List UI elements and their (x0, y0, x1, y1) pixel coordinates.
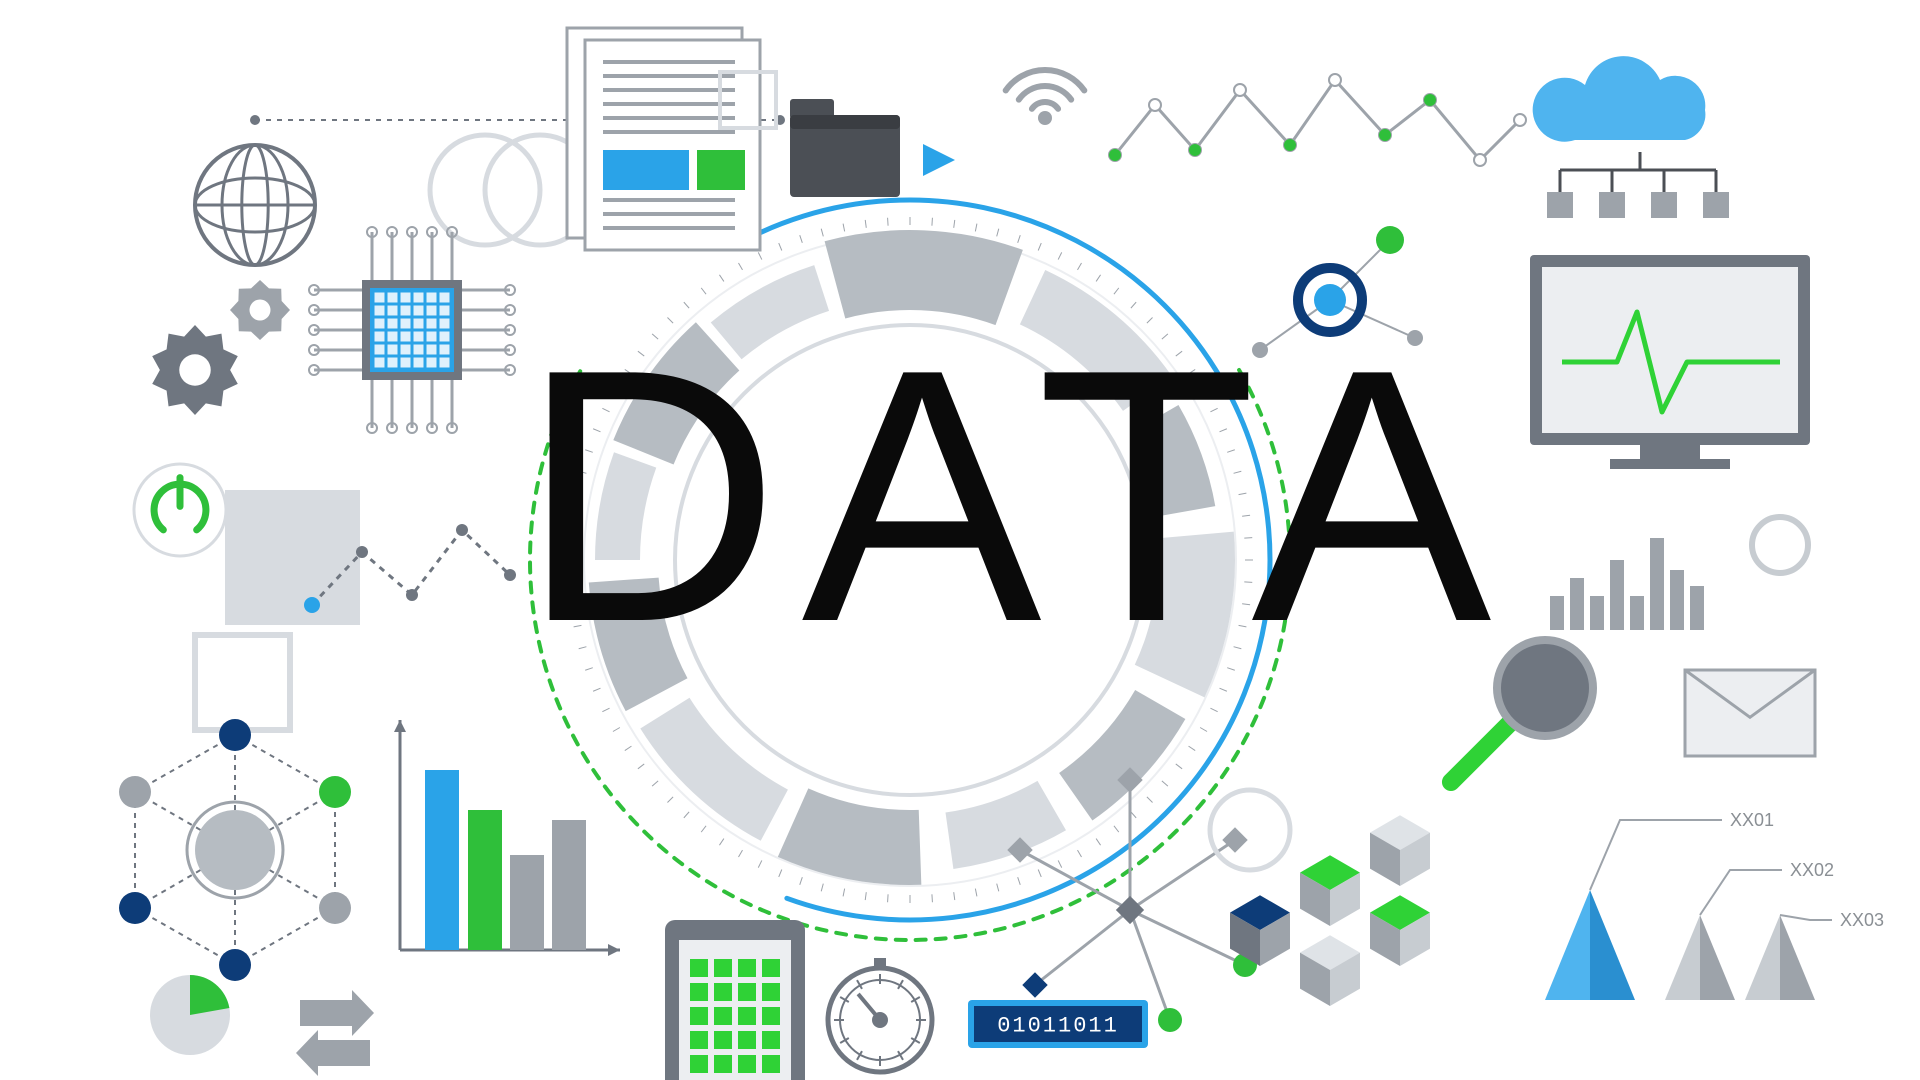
ring-icon (1752, 517, 1808, 573)
iso-cubes (1230, 815, 1430, 1006)
card-icon (225, 490, 360, 625)
document-icon (567, 28, 760, 250)
monitor-icon (1530, 255, 1810, 469)
gauge-icon (828, 958, 932, 1072)
mini-bar-chart (1550, 538, 1704, 630)
square-outline-icon (195, 635, 290, 730)
gear-large-icon (152, 325, 238, 415)
tablet-icon (665, 920, 805, 1080)
digital-counter: 01011011 (968, 1000, 1148, 1048)
gear-small-icon (230, 280, 290, 340)
pyramid-label: XX03 (1840, 910, 1884, 930)
wifi-icon (1006, 70, 1085, 125)
pie-chart-icon (150, 975, 230, 1055)
swap-arrows-icon (296, 990, 374, 1076)
pyramids: XX01 XX02 XX03 (1545, 810, 1884, 1000)
circle-outline-icon (1210, 790, 1290, 870)
counter-value: 01011011 (997, 1014, 1119, 1039)
pyramid-label: XX02 (1790, 860, 1834, 880)
main-title: DATA (520, 289, 1513, 703)
globe-icon (195, 145, 315, 265)
envelope-icon (1685, 670, 1815, 756)
network-hex-icon (119, 719, 351, 981)
folder-icon (790, 99, 900, 197)
cloud-network-icon (1533, 56, 1729, 218)
pyramid-label: XX01 (1730, 810, 1774, 830)
waveform-top (1109, 74, 1526, 166)
cpu-chip-icon (309, 227, 515, 433)
power-icon (134, 464, 226, 556)
